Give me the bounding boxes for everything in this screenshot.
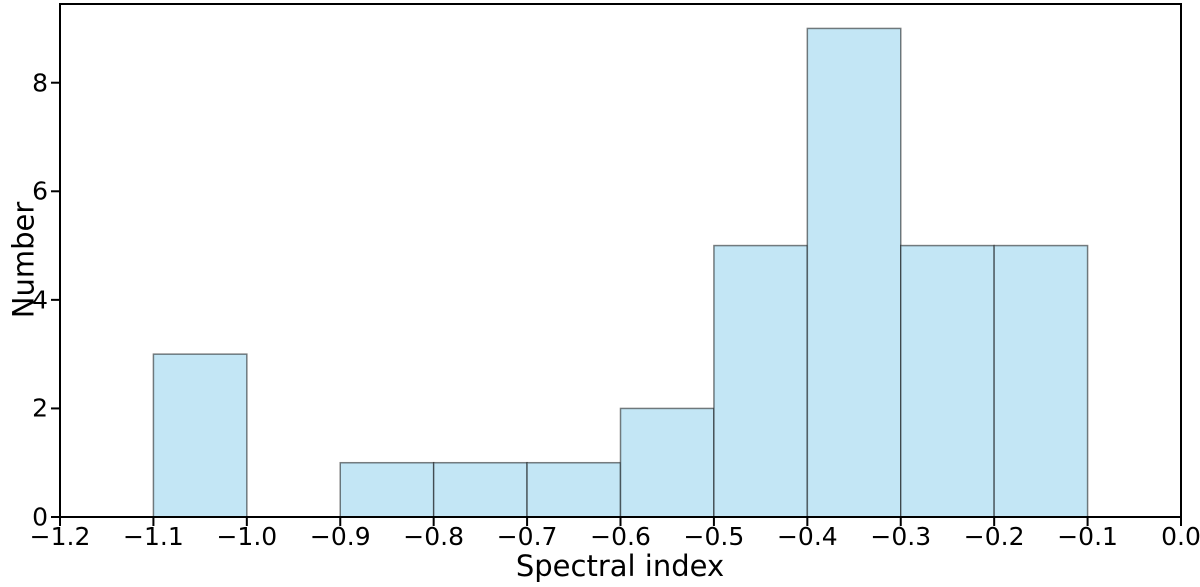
y-tick-label: 0 bbox=[32, 502, 48, 532]
x-tick-label: −0.3 bbox=[870, 522, 932, 551]
x-tick-label: −0.6 bbox=[590, 522, 651, 551]
histogram-bar bbox=[152, 353, 248, 518]
histogram-bar bbox=[713, 244, 809, 518]
y-tick-label: 2 bbox=[32, 393, 48, 423]
x-tick-label: −1.2 bbox=[29, 522, 91, 551]
x-tick-label: −0.1 bbox=[1057, 522, 1118, 551]
histogram-bar bbox=[526, 461, 622, 518]
y-tick-label: 8 bbox=[32, 68, 48, 98]
x-tick-label: 0.0 bbox=[1161, 522, 1200, 551]
histogram-bar bbox=[619, 407, 715, 518]
y-tick-label: 4 bbox=[32, 285, 48, 315]
x-tick-label: −1.1 bbox=[123, 522, 184, 551]
x-tick-label: −0.4 bbox=[776, 522, 838, 551]
x-tick-label: −0.8 bbox=[403, 522, 465, 551]
histogram-bar bbox=[806, 27, 902, 518]
histogram-bar bbox=[432, 461, 528, 518]
x-tick-label: −1.0 bbox=[216, 522, 278, 551]
x-tick-label: −0.2 bbox=[963, 522, 1025, 551]
x-tick-label: −0.9 bbox=[309, 522, 371, 551]
x-tick-label: −0.5 bbox=[683, 522, 745, 551]
x-axis-label: Spectral index bbox=[515, 549, 725, 583]
histogram-bar bbox=[339, 461, 435, 518]
histogram-bar bbox=[900, 244, 995, 518]
histogram-bar bbox=[993, 244, 1089, 518]
x-tick-label: −0.7 bbox=[496, 522, 558, 551]
y-tick-label: 6 bbox=[32, 176, 48, 206]
